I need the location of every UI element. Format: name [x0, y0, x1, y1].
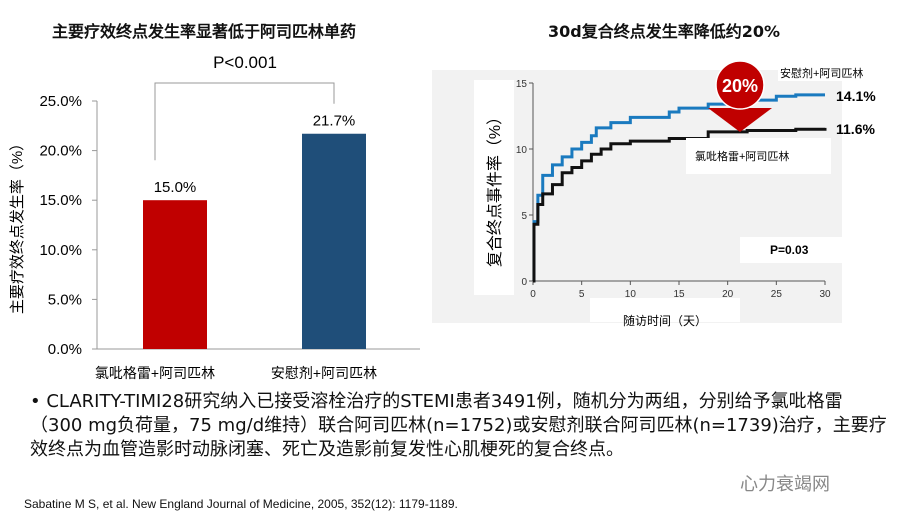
- y-tick-label: 25.0%: [39, 93, 82, 110]
- y-tick-label: 20.0%: [39, 143, 82, 160]
- x-axis-label: 随访时间（天）: [623, 313, 707, 328]
- watermark: 心力衰竭网: [740, 474, 830, 495]
- line-chart-title: 30d复合终点发生率降低约20%: [548, 22, 781, 41]
- bar-chart: 0.0% 5.0% 10.0% 15.0% 20.0% 25.0% 主要疗效终点发生率（%）…: [9, 53, 420, 381]
- legend-bg: [686, 138, 831, 174]
- y-tick-label: 15.0%: [39, 192, 82, 209]
- x-tick-label: 安慰剂+阿司匹林: [271, 365, 377, 381]
- reduction-badge: [715, 60, 765, 110]
- bullet-text: CLARITY-TIMI28研究纳入已接受溶栓治疗的STEMI患者3491例，随…: [30, 391, 887, 460]
- series-label-clopidogrel: 氯吡格雷+阿司匹林: [695, 149, 789, 163]
- x-tick-label: 20: [722, 289, 734, 300]
- bar: [302, 133, 366, 349]
- x-tick-label: 5: [579, 289, 585, 300]
- study-bullet: • CLARITY-TIMI28研究纳入已接受溶栓治疗的STEMI患者3491例…: [30, 391, 887, 460]
- bar-data-label: 21.7%: [313, 113, 356, 130]
- ylabel-background: [474, 80, 514, 295]
- x-tick-label: 30: [819, 289, 831, 300]
- y-axis-label: 复合终点事件率（%）: [486, 109, 504, 267]
- end-value-label: 14.1%: [836, 88, 876, 104]
- y-tick-label: 10.0%: [39, 242, 82, 259]
- series-label-placebo: 安慰剂+阿司匹林: [780, 66, 863, 80]
- reduction-badge-text: 20%: [722, 76, 758, 96]
- citation: Sabatine M S, et al. New England Journal…: [24, 497, 458, 511]
- y-tick-label: 10: [516, 145, 528, 156]
- y-tick-label: 0: [521, 277, 527, 288]
- x-tick-label: 25: [771, 289, 783, 300]
- bar: [143, 200, 207, 349]
- x-tick-label: 0: [530, 289, 536, 300]
- xlabel-background: [590, 298, 740, 322]
- bar-data-label: 15.0%: [154, 179, 197, 196]
- legend-bg: [778, 63, 884, 81]
- pvalue-bg: [740, 237, 845, 263]
- y-axis-label: 主要疗效终点发生率（%）: [9, 136, 26, 314]
- significance-bracket: [154, 82, 335, 161]
- km-chart: 0 5 10 15 0 5 10 15 20 25 30 随访时间（天） 复合终点事件率（%） 14.1%…: [432, 60, 884, 328]
- x-tick-label: 15: [673, 289, 685, 300]
- down-arrow-icon: [708, 108, 772, 132]
- p-value: P<0.001: [213, 53, 277, 72]
- y-tick-label: 5.0%: [48, 291, 82, 308]
- p-value: P=0.03: [770, 243, 809, 257]
- y-tick-label: 15: [516, 79, 528, 90]
- y-tick-label: 0.0%: [48, 341, 82, 358]
- y-tick-label: 5: [521, 211, 527, 222]
- x-tick-label: 10: [625, 289, 637, 300]
- km-curve-clopidogrel: [532, 127, 827, 283]
- end-value-label: 11.6%: [836, 121, 875, 137]
- bar-chart-title: 主要疗效终点发生率显著低于阿司匹林单药: [52, 22, 357, 41]
- x-tick-label: 氯吡格雷+阿司匹林: [95, 365, 215, 381]
